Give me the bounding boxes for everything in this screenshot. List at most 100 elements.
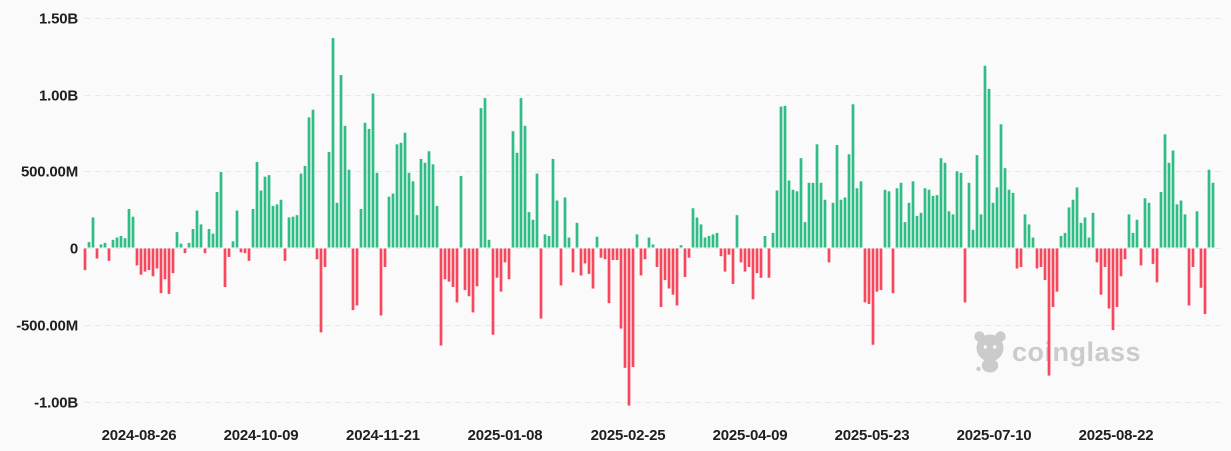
bar[interactable]	[827, 248, 831, 263]
bar[interactable]	[415, 215, 419, 248]
bar[interactable]	[335, 202, 339, 248]
bar[interactable]	[799, 158, 803, 248]
bar[interactable]	[1099, 248, 1103, 295]
bar[interactable]	[655, 248, 659, 267]
bar[interactable]	[239, 248, 243, 253]
bar[interactable]	[411, 181, 415, 248]
bar[interactable]	[275, 204, 279, 248]
bar[interactable]	[543, 234, 547, 248]
bar[interactable]	[327, 152, 331, 248]
bar[interactable]	[99, 244, 103, 248]
bar[interactable]	[559, 248, 563, 286]
bar[interactable]	[555, 200, 559, 248]
bar[interactable]	[759, 248, 763, 278]
bar[interactable]	[271, 205, 275, 248]
bar[interactable]	[831, 202, 835, 248]
bar[interactable]	[115, 237, 119, 248]
bar[interactable]	[1075, 187, 1079, 248]
bar[interactable]	[883, 189, 887, 248]
bar[interactable]	[399, 142, 403, 248]
bar[interactable]	[983, 65, 987, 248]
bar[interactable]	[731, 248, 735, 284]
bar[interactable]	[1043, 248, 1047, 281]
bar[interactable]	[663, 248, 667, 281]
bar[interactable]	[999, 124, 1003, 248]
bar[interactable]	[111, 239, 115, 248]
bar[interactable]	[199, 224, 203, 248]
bar[interactable]	[1107, 248, 1111, 309]
bar[interactable]	[211, 233, 215, 248]
bar[interactable]	[447, 248, 451, 282]
bar[interactable]	[811, 182, 815, 248]
bar[interactable]	[139, 248, 143, 275]
bar[interactable]	[219, 172, 223, 248]
bar[interactable]	[419, 158, 423, 248]
bar[interactable]	[947, 211, 951, 248]
bar[interactable]	[891, 248, 895, 294]
bar[interactable]	[787, 180, 791, 248]
bar[interactable]	[839, 199, 843, 248]
bar[interactable]	[747, 248, 751, 267]
bar[interactable]	[1051, 248, 1055, 308]
bar[interactable]	[503, 248, 507, 263]
bar[interactable]	[1023, 214, 1027, 248]
bar[interactable]	[127, 209, 131, 248]
bar[interactable]	[1183, 214, 1187, 248]
bar[interactable]	[835, 145, 839, 248]
bar[interactable]	[87, 242, 91, 248]
bar[interactable]	[1059, 235, 1063, 248]
bar[interactable]	[711, 234, 715, 248]
bar[interactable]	[1147, 202, 1151, 248]
bar[interactable]	[375, 172, 379, 248]
bar[interactable]	[1115, 248, 1119, 308]
bar[interactable]	[1039, 248, 1043, 267]
bar[interactable]	[619, 248, 623, 329]
bar[interactable]	[331, 38, 335, 248]
bar[interactable]	[963, 248, 967, 303]
bar[interactable]	[387, 196, 391, 248]
bar[interactable]	[779, 106, 783, 248]
bar[interactable]	[675, 248, 679, 306]
bar[interactable]	[1007, 189, 1011, 248]
bar[interactable]	[299, 173, 303, 248]
bar[interactable]	[491, 248, 495, 335]
bar[interactable]	[843, 197, 847, 248]
bar[interactable]	[507, 248, 511, 280]
bar[interactable]	[1015, 248, 1019, 269]
bar[interactable]	[1091, 212, 1095, 248]
bar[interactable]	[303, 165, 307, 248]
bar[interactable]	[1123, 248, 1127, 260]
bar[interactable]	[187, 242, 191, 248]
bar[interactable]	[627, 248, 631, 406]
bar[interactable]	[951, 214, 955, 248]
bar[interactable]	[667, 248, 671, 289]
bar[interactable]	[919, 212, 923, 248]
bar[interactable]	[175, 232, 179, 248]
bar[interactable]	[267, 175, 271, 248]
bar[interactable]	[867, 248, 871, 304]
bar[interactable]	[371, 93, 375, 248]
bar[interactable]	[1179, 200, 1183, 248]
bar[interactable]	[427, 151, 431, 248]
bar[interactable]	[1019, 248, 1023, 267]
bar[interactable]	[1095, 248, 1099, 263]
bar[interactable]	[771, 232, 775, 248]
bar[interactable]	[1027, 224, 1031, 248]
bar[interactable]	[979, 214, 983, 248]
bar[interactable]	[119, 235, 123, 248]
bar[interactable]	[635, 234, 639, 248]
bar[interactable]	[195, 210, 199, 248]
bar[interactable]	[1187, 248, 1191, 306]
bar[interactable]	[1199, 248, 1203, 288]
bar[interactable]	[1155, 248, 1159, 283]
bar[interactable]	[131, 216, 135, 248]
bar[interactable]	[691, 208, 695, 248]
bar[interactable]	[1175, 204, 1179, 248]
bar[interactable]	[1191, 248, 1195, 267]
bar[interactable]	[455, 248, 459, 303]
bar[interactable]	[931, 195, 935, 248]
bar[interactable]	[287, 217, 291, 248]
bar[interactable]	[807, 182, 811, 248]
bar[interactable]	[687, 248, 691, 258]
